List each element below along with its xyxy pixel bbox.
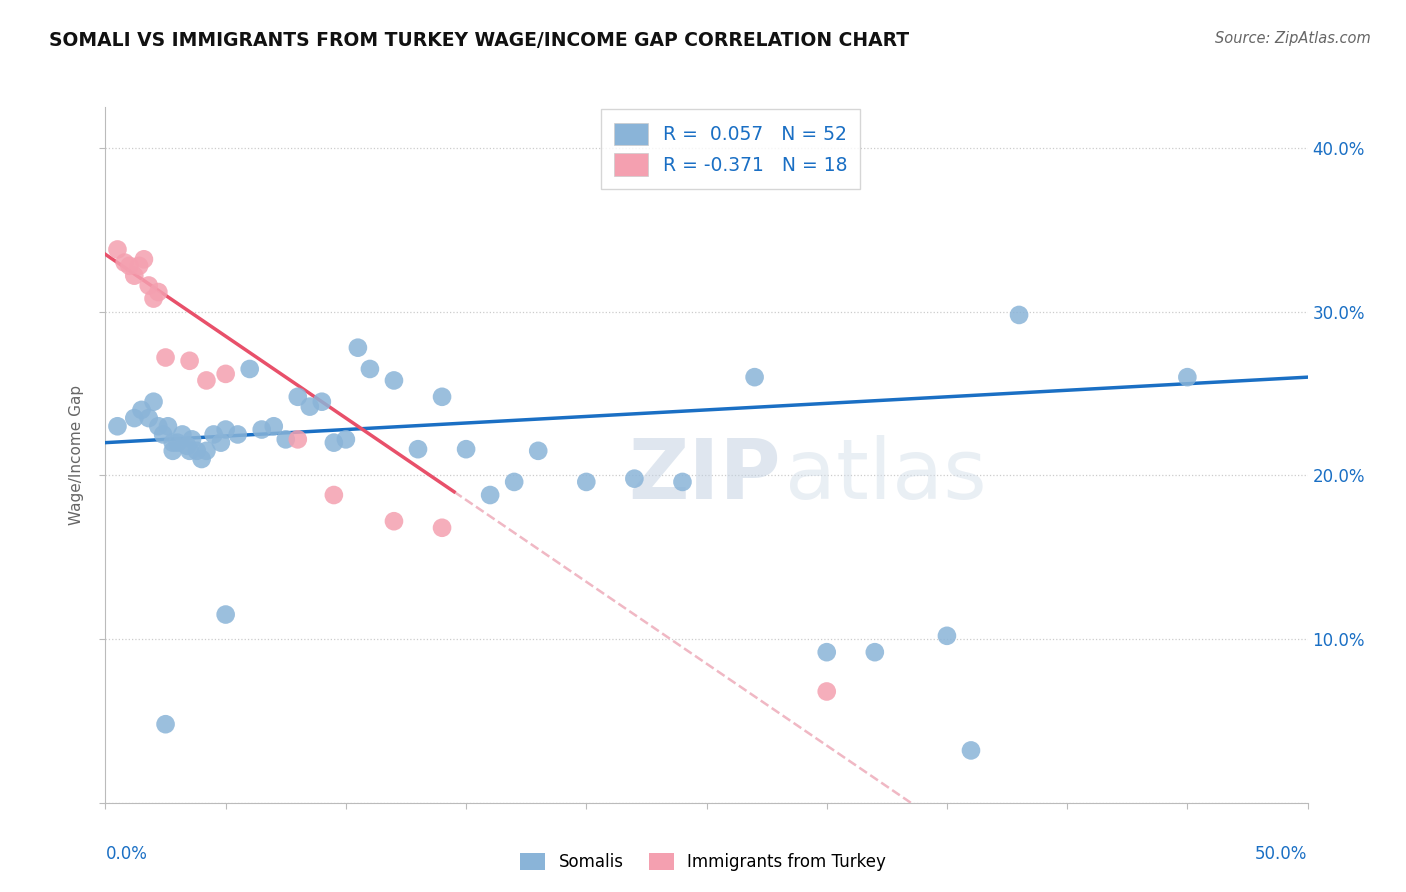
Text: Source: ZipAtlas.com: Source: ZipAtlas.com	[1215, 31, 1371, 46]
Point	[239, 362, 262, 376]
Point	[166, 435, 188, 450]
Point	[152, 427, 174, 442]
Point	[162, 443, 184, 458]
Point	[202, 427, 225, 442]
Text: ZIP: ZIP	[628, 435, 780, 516]
Point	[124, 411, 146, 425]
Point	[181, 433, 204, 447]
Point	[322, 488, 344, 502]
Point	[322, 435, 344, 450]
Point	[226, 427, 249, 442]
Point	[107, 419, 129, 434]
Point	[195, 443, 218, 458]
Point	[1175, 370, 1198, 384]
Point	[575, 475, 598, 489]
Point	[148, 285, 170, 299]
Point	[124, 268, 146, 283]
Point	[190, 452, 212, 467]
Point	[382, 514, 405, 528]
Text: SOMALI VS IMMIGRANTS FROM TURKEY WAGE/INCOME GAP CORRELATION CHART: SOMALI VS IMMIGRANTS FROM TURKEY WAGE/IN…	[49, 31, 910, 50]
Point	[430, 390, 453, 404]
Point	[479, 488, 502, 502]
Point	[176, 439, 198, 453]
Point	[156, 419, 179, 434]
Point	[155, 351, 177, 365]
Point	[138, 278, 160, 293]
Point	[335, 433, 357, 447]
Point	[107, 243, 129, 257]
Point	[162, 435, 184, 450]
Point	[406, 442, 429, 457]
Point	[172, 427, 194, 442]
Point	[209, 435, 232, 450]
Text: atlas: atlas	[785, 435, 987, 516]
Point	[274, 433, 297, 447]
Point	[179, 353, 201, 368]
Point	[454, 442, 477, 457]
Point	[527, 443, 550, 458]
Point	[179, 443, 201, 458]
Point	[195, 373, 218, 387]
Point	[250, 423, 273, 437]
Point	[214, 423, 236, 437]
Point	[132, 252, 155, 267]
Y-axis label: Wage/Income Gap: Wage/Income Gap	[69, 384, 84, 525]
Point	[623, 472, 645, 486]
Point	[128, 259, 150, 273]
Point	[298, 400, 321, 414]
Point	[1008, 308, 1031, 322]
Point	[114, 255, 136, 269]
Point	[155, 717, 177, 731]
Point	[503, 475, 526, 489]
Legend: R =  0.057   N = 52, R = -0.371   N = 18: R = 0.057 N = 52, R = -0.371 N = 18	[600, 110, 860, 189]
Point	[936, 629, 959, 643]
Point	[287, 433, 309, 447]
Point	[142, 394, 165, 409]
Point	[430, 521, 453, 535]
Point	[214, 607, 236, 622]
Point	[815, 684, 838, 698]
Point	[118, 259, 141, 273]
Point	[186, 443, 208, 458]
Point	[131, 403, 153, 417]
Point	[359, 362, 381, 376]
Text: 0.0%: 0.0%	[105, 845, 148, 863]
Point	[863, 645, 886, 659]
Point	[138, 411, 160, 425]
Point	[960, 743, 983, 757]
Point	[287, 390, 309, 404]
Text: 50.0%: 50.0%	[1256, 845, 1308, 863]
Point	[214, 367, 236, 381]
Point	[671, 475, 693, 489]
Point	[347, 341, 370, 355]
Point	[382, 373, 405, 387]
Point	[263, 419, 285, 434]
Legend: Somalis, Immigrants from Turkey: Somalis, Immigrants from Turkey	[512, 845, 894, 880]
Point	[142, 292, 165, 306]
Point	[744, 370, 766, 384]
Point	[148, 419, 170, 434]
Point	[311, 394, 333, 409]
Point	[815, 645, 838, 659]
